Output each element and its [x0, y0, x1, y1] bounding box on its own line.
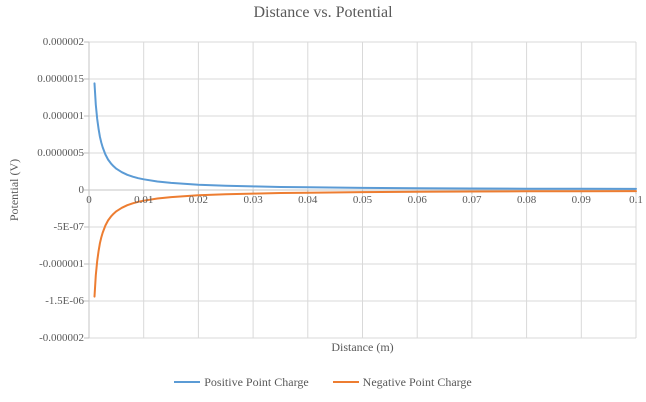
- legend-label: Negative Point Charge: [362, 374, 472, 389]
- y-tick-label: -1.5E-06: [45, 294, 84, 307]
- legend-item-negative-point-charge: Negative Point Charge: [332, 374, 472, 390]
- y-tick-label: 0: [78, 183, 85, 196]
- x-tick-label: 0.06: [407, 194, 427, 206]
- x-tick-label: 0.02: [188, 194, 209, 206]
- y-tick-label: 0.0000005: [37, 146, 84, 159]
- x-tick-label: 0.03: [243, 194, 263, 206]
- legend: Positive Point Charge Negative Point Char…: [0, 373, 646, 391]
- x-tick-label: 0.1: [629, 194, 643, 206]
- x-axis-title: Distance (m): [331, 340, 394, 354]
- legend-item-positive-point-charge: Positive Point Charge: [174, 374, 309, 390]
- x-tick-label: 0.07: [462, 194, 482, 206]
- chart-title: Distance vs. Potential: [253, 4, 393, 21]
- x-tick-label: 0: [86, 194, 92, 206]
- y-tick-label: -5E-07: [53, 220, 84, 233]
- y-tick-label: 0.0000015: [37, 72, 84, 85]
- legend-line-swatch: [174, 381, 201, 383]
- x-tick-label: 0.08: [516, 194, 537, 206]
- legend-line-swatch: [332, 381, 359, 383]
- series-line-positive-point-charge: [93, 82, 637, 190]
- x-tick-label: 0.04: [298, 194, 318, 206]
- x-tick-label: 0.01: [134, 194, 154, 206]
- y-tick-label: 0.000001: [42, 109, 84, 122]
- y-tick-label: -0.000002: [39, 331, 84, 344]
- y-tick-label: 0.000002: [42, 35, 84, 48]
- legend-label: Positive Point Charge: [204, 374, 309, 389]
- y-tick-label: -0.000001: [39, 257, 84, 270]
- x-tick-label: 0.05: [352, 194, 373, 206]
- x-tick-label: 0.09: [571, 194, 591, 206]
- series-line-negative-point-charge: [93, 190, 637, 298]
